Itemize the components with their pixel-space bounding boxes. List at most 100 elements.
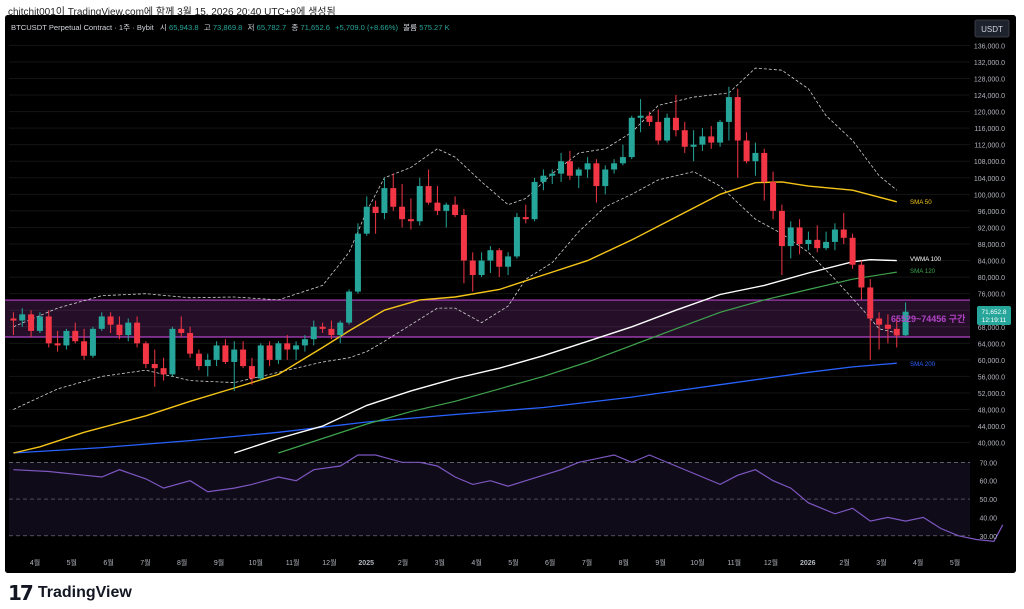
candle <box>513 212 520 259</box>
candle-body <box>814 239 821 249</box>
close-value: 71,652.6 <box>300 23 330 32</box>
candle <box>310 320 317 346</box>
price-tick-label: 116,000.0 <box>974 126 1005 133</box>
candle-body <box>770 181 777 211</box>
rsi-tick-label: 60.00 <box>979 479 997 486</box>
candle-body <box>805 239 812 244</box>
candle <box>681 121 688 153</box>
candle <box>142 341 149 369</box>
candle-body <box>884 324 891 329</box>
candle-body <box>681 130 688 147</box>
price-tick-label: 44,000.0 <box>978 424 1005 431</box>
tradingview-logo[interactable]: 17 TradingView <box>8 581 132 605</box>
candle-body <box>611 163 618 170</box>
candle-body <box>840 229 847 238</box>
candle <box>593 159 600 203</box>
bollinger-upper-band <box>13 67 898 328</box>
time-tick-label: 8월 <box>619 558 629 567</box>
candle <box>770 171 777 220</box>
candle-body <box>831 229 838 242</box>
candle <box>566 150 573 180</box>
time-tick-label: 5월 <box>508 558 518 567</box>
candle <box>354 223 361 294</box>
price-tick-label: 96,000.0 <box>978 209 1005 216</box>
candle-body <box>284 343 291 350</box>
candle <box>134 316 141 348</box>
candle <box>213 341 220 367</box>
low-value: 65,782.7 <box>257 23 287 32</box>
time-tick-label: 7월 <box>140 558 150 567</box>
candle <box>363 196 370 236</box>
candle-body <box>231 349 238 362</box>
candle <box>902 302 909 336</box>
candle-body <box>628 117 635 158</box>
time-tick-label: 5월 <box>950 558 960 567</box>
candle <box>575 167 582 189</box>
candle-body <box>602 169 609 187</box>
price-tick-label: 124,000.0 <box>974 93 1005 100</box>
candle <box>319 322 326 333</box>
candle <box>646 111 653 127</box>
candle-body <box>619 157 626 164</box>
candle <box>390 173 397 211</box>
candle <box>823 231 830 251</box>
candle-body <box>469 260 476 276</box>
candle <box>761 148 768 201</box>
candle <box>19 308 26 327</box>
tradingview-wordmark: TradingView <box>37 584 132 601</box>
candle <box>160 357 167 381</box>
currency-badge[interactable]: USDT <box>974 19 1010 38</box>
candle <box>487 246 494 273</box>
tradingview-mark-icon: 17 <box>8 581 34 605</box>
candle-body <box>416 186 423 222</box>
legend-header: BTCUSDT Perpetual Contract · 1주 · Bybit … <box>11 23 450 32</box>
candle <box>664 113 671 143</box>
currency-badge-label: USDT <box>981 25 1003 34</box>
candle-body <box>36 316 43 331</box>
candle <box>478 252 485 278</box>
candle <box>231 341 238 391</box>
candle-body <box>407 219 414 222</box>
open-label: 시 <box>160 23 167 32</box>
candle-body <box>690 144 697 147</box>
chart-canvas[interactable]: 30.00 40.00 50.00 60.00 70.00 40,000.0 44,000.… <box>5 15 1016 573</box>
zone-fill <box>5 300 970 337</box>
time-tick-label: 11월 <box>286 558 300 567</box>
candle-body <box>487 250 494 261</box>
volume-label: 볼륨 <box>403 23 417 32</box>
candle <box>301 335 308 352</box>
candle-body <box>876 318 883 325</box>
candle <box>107 312 114 333</box>
rsi-tick-label: 70.00 <box>979 460 997 467</box>
candle <box>275 341 282 365</box>
candle <box>293 341 300 360</box>
time-tick-label: 2025 <box>358 560 374 567</box>
candle <box>725 86 732 141</box>
candle-body <box>655 121 662 141</box>
candle <box>469 252 476 292</box>
price-tick-label: 112,000.0 <box>974 143 1005 150</box>
time-tick-label: 8월 <box>177 558 187 567</box>
candle <box>549 169 556 184</box>
price-tick-label: 68,000.0 <box>978 325 1005 332</box>
price-tick-label: 108,000.0 <box>974 159 1005 166</box>
candle-body <box>151 364 158 369</box>
ma-labels: SMA 50 VWMA 100 SMA 120 SMA 200 <box>910 199 942 368</box>
candle-body <box>796 227 803 244</box>
candle <box>63 328 70 350</box>
volume-value: 575.27 K <box>419 23 449 32</box>
candle <box>752 142 759 176</box>
chart-panel[interactable]: 30.00 40.00 50.00 60.00 70.00 40,000.0 44,000.… <box>5 15 1016 573</box>
symbol-title: BTCUSDT Perpetual Contract · 1주 · Bybit <box>11 23 155 32</box>
price-tick-label: 52,000.0 <box>978 391 1005 398</box>
rsi-line <box>13 454 1004 542</box>
candle-body <box>823 241 830 249</box>
candle-body <box>142 343 149 365</box>
time-tick-label: 9월 <box>655 558 665 567</box>
candle <box>425 169 432 205</box>
candle-body <box>505 256 512 267</box>
price-tick-label: 60,000.0 <box>978 358 1005 365</box>
candle-body <box>637 115 644 118</box>
candlestick-series <box>10 86 909 391</box>
candle <box>858 260 865 300</box>
